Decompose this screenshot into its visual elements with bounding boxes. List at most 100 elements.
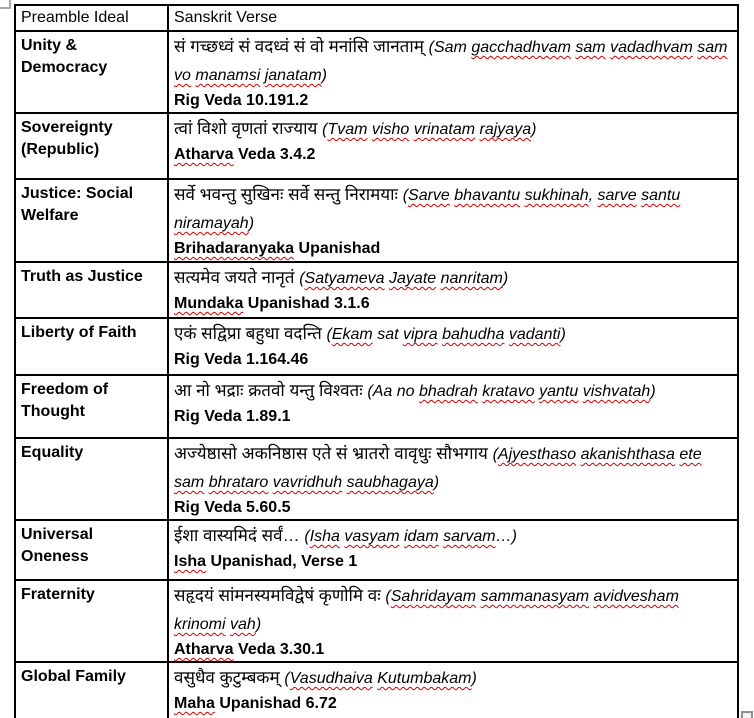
header-cell-sanskrit-verse[interactable]: Sanskrit Verse (167, 4, 739, 32)
misspelled-word: bhrataro (208, 474, 269, 491)
transliteration: (Sarve bhavantu sukhinah, sarve santu ni… (174, 187, 681, 232)
misspelled-word: janatam (264, 67, 322, 84)
devanagari-verse: सं गच्छध्वं सं वदध्वं सं वो मनांसि जानता… (174, 37, 429, 56)
devanagari-verse: त्वां विशो वृणतां राज्याय (174, 119, 323, 138)
table-row: Unity & Democracy सं गच्छध्वं सं वदध्वं स… (14, 30, 739, 114)
header-cell-preamble-ideal[interactable]: Preamble Ideal (14, 4, 169, 32)
misspelled-word: vah (230, 616, 256, 633)
devanagari-verse: वसुधैव कुटुम्बकम् (174, 668, 285, 687)
misspelled-word: bhadrah (419, 383, 478, 400)
misspelled-word: vavridhuh (272, 474, 343, 491)
sanskrit-verse-cell[interactable]: ईशा वास्यमिदं सर्वं… (Isha vasyam idam s… (167, 519, 739, 581)
preamble-ideal-cell[interactable]: Global Family (14, 661, 169, 718)
devanagari-verse: सर्वे भवन्तु सुखिनः सर्वे सन्तु निरामयाः (174, 185, 403, 204)
misspelled-word: Ekam (331, 326, 373, 343)
preamble-ideal-cell[interactable]: Equality (14, 437, 169, 521)
table-row: Liberty of Faith एकं सद्विप्रा बहुधा वदन्… (14, 317, 739, 376)
misspelled-word: sam (575, 39, 606, 56)
misspelled-word: Atharva (174, 146, 234, 163)
verse-paragraph: आ नो भद्राः क्रतवो यन्तु विश्वतः (Aa no … (174, 377, 733, 406)
header-row: Preamble Ideal Sanskrit Verse (14, 4, 739, 32)
misspelled-word: bhavantu (454, 187, 521, 204)
table-row: Freedom of Thought आ नो भद्राः क्रतवो यन्… (14, 374, 739, 439)
preamble-ideal-cell[interactable]: Justice: Social Welfare (14, 178, 169, 263)
sanskrit-verse-cell[interactable]: आ नो भद्राः क्रतवो यन्तु विश्वतः (Aa no … (167, 374, 739, 439)
misspelled-word: Maha (174, 695, 215, 712)
misspelled-word: yantu (539, 383, 579, 400)
misspelled-word: saubhagaya (346, 474, 434, 491)
transliteration: (Sahridayam sammanasyam avidvesham krino… (174, 588, 679, 633)
sanskrit-verse-cell[interactable]: सर्वे भवन्तु सुखिनः सर्वे सन्तु निरामयाः… (167, 178, 739, 263)
table-move-handle-icon[interactable] (0, 0, 11, 9)
transliteration: (Vasudhaiva Kutumbakam) (284, 670, 477, 687)
preamble-ideal-cell[interactable]: Freedom of Thought (14, 374, 169, 439)
misspelled-word: sam (697, 39, 728, 56)
devanagari-verse: सत्यमेव जयते नानृतं (174, 268, 300, 287)
preamble-ideal-cell[interactable]: Fraternity (14, 579, 169, 663)
misspelled-word: santu (641, 187, 681, 204)
misspelled-word: vrinatam (413, 121, 476, 138)
transliteration: (Satyameva Jayate nanritam) (299, 270, 509, 287)
misspelled-word: Satyameva (304, 270, 385, 287)
devanagari-verse: एकं सद्विप्रा बहुधा वदन्ति (174, 324, 327, 343)
misspelled-word: nanritam (440, 270, 503, 287)
sanskrit-verse-cell[interactable]: अज्येष्ठासो अकनिष्ठास एते सं भ्रातरो वाव… (167, 437, 739, 521)
transliteration: (Ajyesthaso akanishthasa ete sam bhratar… (174, 446, 702, 491)
misspelled-word: Tvam (327, 121, 368, 138)
table-row: Justice: Social Welfare सर्वे भवन्तु सुखि… (14, 178, 739, 263)
preamble-ideal-cell[interactable]: Liberty of Faith (14, 317, 169, 376)
table-row: Universal Oneness ईशा वास्यमिदं सर्वं… (I… (14, 519, 739, 581)
devanagari-verse: सहृदयं सांमनस्यमविद्वेषं कृणोमि वः (174, 586, 386, 605)
sanskrit-verse-cell[interactable]: त्वां विशो वृणतां राज्याय (Tvam visho vr… (167, 112, 739, 180)
sanskrit-verse-cell[interactable]: सत्यमेव जयते नानृतं (Satyameva Jayate na… (167, 261, 739, 319)
misspelled-word: vishvatah (582, 383, 651, 400)
misspelled-word: niramayah (174, 215, 249, 232)
misspelled-word: akanishthasa (580, 446, 675, 463)
misspelled-word: rajyaya (479, 121, 532, 138)
sanskrit-verse-cell[interactable]: सं गच्छध्वं सं वदध्वं सं वो मनांसि जानता… (167, 30, 739, 114)
misspelled-word: ete (679, 446, 702, 463)
table-row: Sovereignty (Republic) त्वां विशो वृणतां … (14, 112, 739, 180)
misspelled-word: Jayate (389, 270, 437, 287)
verse-paragraph: सर्वे भवन्तु सुखिनः सर्वे सन्तु निरामयाः… (174, 181, 733, 238)
verse-paragraph: वसुधैव कुटुम्बकम् (Vasudhaiva Kutumbakam… (174, 664, 733, 693)
table-resize-handle-icon[interactable] (741, 711, 753, 718)
transliteration: (Aa no bhadrah kratavo yantu vishvatah) (367, 383, 656, 400)
misspelled-word: Ajyesthaso (497, 446, 577, 463)
table-row: Truth as Justice सत्यमेव जयते नानृतं (Sat… (14, 261, 739, 319)
misspelled-word: Kutumbakam (377, 670, 472, 687)
misspelled-word: Isha (174, 553, 207, 570)
source-citation: Rig Veda 10.191.2 (174, 92, 309, 109)
preamble-ideal-cell[interactable]: Unity & Democracy (14, 30, 169, 114)
source-citation: Isha Upanishad, Verse 1 (174, 553, 358, 570)
sanskrit-verse-cell[interactable]: वसुधैव कुटुम्बकम् (Vasudhaiva Kutumbakam… (167, 661, 739, 718)
verse-paragraph: एकं सद्विप्रा बहुधा वदन्ति (Ekam sat vip… (174, 320, 733, 349)
table-row: Global Family वसुधैव कुटुम्बकम् (Vasudhai… (14, 661, 739, 718)
verse-paragraph: ईशा वास्यमिदं सर्वं… (Isha vasyam idam s… (174, 522, 733, 551)
preamble-ideal-cell[interactable]: Universal Oneness (14, 519, 169, 581)
verse-paragraph: सहृदयं सांमनस्यमविद्वेषं कृणोमि वः (Sahr… (174, 582, 733, 639)
source-citation: Rig Veda 5.60.5 (174, 499, 291, 516)
verse-paragraph: सत्यमेव जयते नानृतं (Satyameva Jayate na… (174, 264, 733, 293)
table-body: Unity & Democracy सं गच्छध्वं सं वदध्वं स… (14, 30, 739, 718)
table-row: Equality अज्येष्ठासो अकनिष्ठास एते सं भ्र… (14, 437, 739, 521)
misspelled-word: vadanti (508, 326, 561, 343)
preamble-ideal-cell[interactable]: Sovereignty (Republic) (14, 112, 169, 180)
table-row: Fraternity सहृदयं सांमनस्यमविद्वेषं कृणोम… (14, 579, 739, 663)
source-citation: Mundaka Upanishad 3.1.6 (174, 295, 370, 312)
misspelled-word: vasyam (344, 528, 400, 545)
misspelled-word: vipra (402, 326, 438, 343)
sanskrit-verse-cell[interactable]: सहृदयं सांमनस्यमविद्वेषं कृणोमि वः (Sahr… (167, 579, 739, 663)
misspelled-word: vo (174, 67, 191, 84)
misspelled-word: Brihadaranyaka (174, 240, 295, 257)
misspelled-word: Atharva (174, 641, 234, 658)
misspelled-word: sammanasyam (480, 588, 590, 605)
sanskrit-verse-cell[interactable]: एकं सद्विप्रा बहुधा वदन्ति (Ekam sat vip… (167, 317, 739, 376)
transliteration: (Tvam visho vrinatam rajyaya) (322, 121, 537, 138)
misspelled-word: kratavo (482, 383, 535, 400)
misspelled-word: Sahridayam (390, 588, 477, 605)
misspelled-word: gacchadhvam (471, 39, 571, 56)
misspelled-word: Sarve (408, 187, 450, 204)
preamble-ideal-cell[interactable]: Truth as Justice (14, 261, 169, 319)
